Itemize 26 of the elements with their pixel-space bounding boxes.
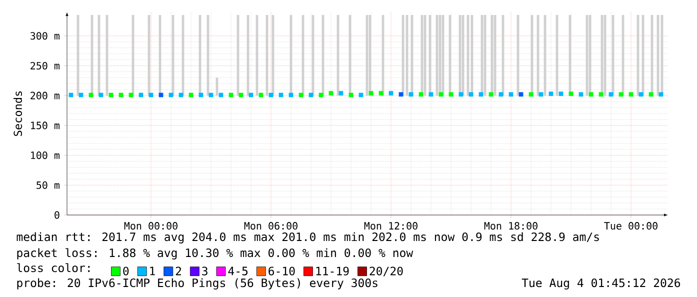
y-tick-label: 50 m <box>36 181 60 189</box>
legend-label: 11-19 <box>316 266 349 276</box>
x-tick-label: Mon 18:00 <box>484 222 538 230</box>
text: median rtt: 201.7 ms avg 204.0 ms max 201.0 ms min 202.0 ms now 0.9 ms sd 228.9 am/s <box>16 232 599 244</box>
legend-label: 2 <box>176 266 182 276</box>
legend-label: 4-5 <box>228 266 248 276</box>
y-tick-label: 150 m <box>31 122 60 130</box>
y-tick-label: 0 <box>54 211 60 219</box>
y-tick-label: 250 m <box>30 62 60 70</box>
legend-label: 0 <box>123 266 129 276</box>
x-tick-label: Mon 06:00 <box>244 222 298 230</box>
text: packet loss: 1.88 % avg 10.30 % max 0.00 % min 0.00 % now <box>17 248 414 260</box>
text: probe: 20 IPv6-ICMP Echo Pings (56 Bytes) every 300s <box>17 278 378 290</box>
legend-label: 3 <box>202 266 208 276</box>
x-tick-label: Mon 00:00 <box>124 222 178 230</box>
x-tick-label: Tue 00:00 <box>604 222 658 230</box>
y-axis-title: Seconds <box>13 91 22 136</box>
y-tick-label: 100 m <box>31 152 60 160</box>
x-tick-label: Mon 12:00 <box>364 222 418 230</box>
legend-label: 20/20 <box>370 266 403 276</box>
legend-label: 1 <box>150 266 155 276</box>
y-tick-label: 200 m <box>30 92 60 100</box>
y-tick-label: 300 m <box>30 32 60 40</box>
text: Tue Aug 4 01:45:12 2026 <box>522 278 680 290</box>
legend-label: 6-10 <box>268 266 295 276</box>
legend-title: loss color: <box>17 263 90 272</box>
